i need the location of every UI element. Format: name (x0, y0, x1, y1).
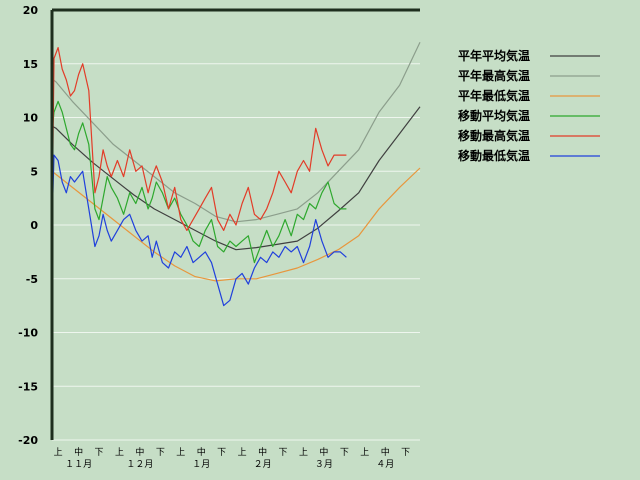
legend-label: 移動最低気温 (458, 148, 530, 163)
y-axis-ticks: 20 15 10 5 0 -5 -10 -15 -20 (18, 4, 38, 447)
x-tick-label: 上 (299, 447, 308, 458)
series-line-1 (51, 42, 421, 223)
series-line-0 (51, 106, 421, 251)
legend-label: 移動平均気温 (458, 108, 530, 123)
month-label: １１月 (65, 459, 92, 470)
y-tick-label: 10 (23, 112, 39, 125)
x-tick-label: 中 (258, 446, 267, 458)
legend-label: 平年平均気温 (458, 48, 530, 63)
legend-label: 平年最低気温 (458, 88, 530, 103)
x-tick-label: 下 (279, 448, 288, 458)
x-tick-label: 下 (217, 448, 226, 458)
y-tick-label: 15 (23, 58, 38, 71)
x-tick-label: 中 (197, 446, 206, 458)
month-label: ２月 (254, 459, 272, 470)
x-tick-label: 上 (360, 447, 369, 458)
y-tick-label: 20 (23, 4, 39, 17)
legend-label: 平年最高気温 (458, 68, 530, 83)
x-tick-label: 中 (74, 446, 83, 458)
x-axis-ticks: 上中下１１月上中下１２月上中下１月上中下２月上中下３月上中下４月 (54, 446, 411, 470)
x-tick-label: 上 (238, 447, 247, 458)
axes (50, 8, 420, 440)
y-tick-label: -20 (18, 434, 38, 447)
month-label: １月 (192, 459, 210, 470)
x-tick-label: 中 (135, 446, 144, 458)
x-tick-label: 下 (401, 448, 410, 458)
x-tick-label: 下 (156, 448, 165, 458)
series-line-4 (51, 46, 347, 231)
y-tick-label: 5 (30, 165, 38, 178)
month-label: １２月 (126, 459, 153, 470)
y-tick-label: -10 (18, 327, 38, 340)
x-tick-label: 上 (115, 447, 124, 458)
x-tick-label: 上 (176, 447, 185, 458)
series-line-2 (51, 167, 421, 282)
legend-label: 移動最高気温 (458, 128, 530, 143)
y-tick-label: -15 (18, 380, 38, 393)
series-line-5 (51, 154, 347, 307)
x-tick-label: 上 (54, 447, 63, 458)
month-label: ４月 (376, 459, 394, 470)
y-tick-label: 0 (30, 219, 38, 232)
x-tick-label: 下 (95, 448, 104, 458)
x-tick-label: 下 (340, 448, 349, 458)
series-lines (51, 42, 421, 307)
month-label: ３月 (315, 459, 333, 470)
y-tick-label: -5 (26, 273, 38, 286)
x-tick-label: 中 (381, 446, 390, 458)
series-line-3 (51, 100, 347, 264)
x-tick-label: 中 (319, 446, 328, 458)
